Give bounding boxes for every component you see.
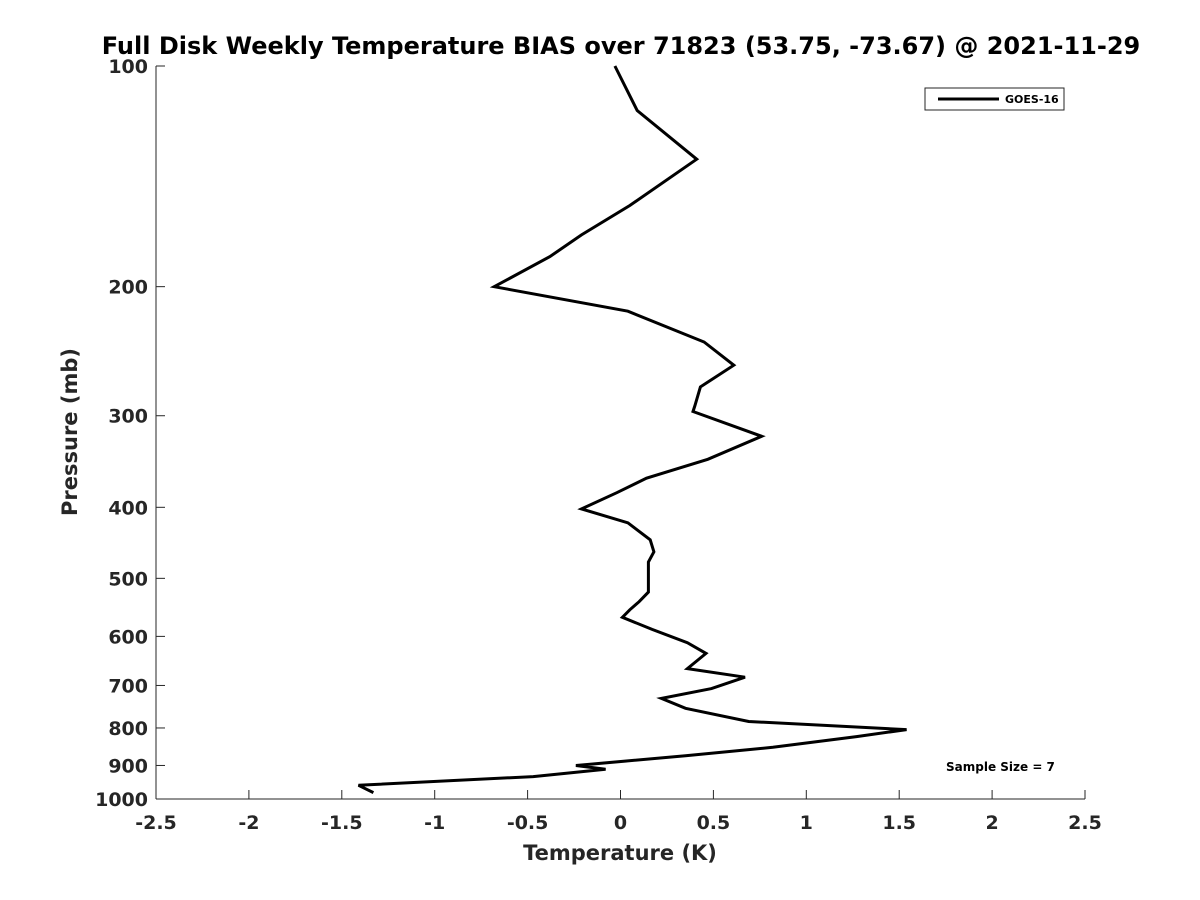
x-tick-label: 0.5	[697, 812, 731, 834]
y-tick-label: 500	[108, 568, 148, 590]
y-tick-label: 800	[108, 718, 148, 740]
y-axis-ticks: 100 200 300 400 500 600 700 800 900 1000	[95, 56, 165, 811]
chart-title: Full Disk Weekly Temperature BIAS over 7…	[102, 32, 1141, 60]
x-axis-ticks: -2.5 -2 -1.5 -1 -0.5 0 0.5 1 1.5 2 2.5	[135, 790, 1102, 834]
x-axis-label: Temperature (K)	[523, 841, 717, 865]
sample-size-annotation: Sample Size = 7	[946, 760, 1055, 774]
x-tick-label: 2	[985, 812, 998, 834]
y-tick-label: 1000	[95, 789, 148, 811]
x-tick-label: -2	[238, 812, 259, 834]
plot-area	[156, 66, 1085, 799]
x-tick-label: -2.5	[135, 812, 177, 834]
y-tick-label: 700	[108, 675, 148, 697]
x-tick-label: -1.5	[321, 812, 363, 834]
y-tick-label: 600	[108, 626, 148, 648]
x-tick-label: -0.5	[507, 812, 549, 834]
y-tick-label: 400	[108, 497, 148, 519]
series-line-goes-16	[357, 65, 907, 794]
x-tick-label: 2.5	[1068, 812, 1102, 834]
legend: GOES-16	[924, 87, 1065, 111]
x-tick-label: 1.5	[882, 812, 916, 834]
y-tick-label: 100	[108, 56, 148, 78]
y-tick-label: 900	[108, 755, 148, 777]
y-tick-label: 200	[108, 277, 148, 299]
y-tick-label: 300	[108, 406, 148, 428]
legend-label-goes-16: GOES-16	[1005, 93, 1059, 106]
x-tick-label: 1	[800, 812, 813, 834]
y-axis-label: Pressure (mb)	[58, 348, 82, 516]
x-tick-label: -1	[424, 812, 445, 834]
x-tick-label: 0	[614, 812, 627, 834]
